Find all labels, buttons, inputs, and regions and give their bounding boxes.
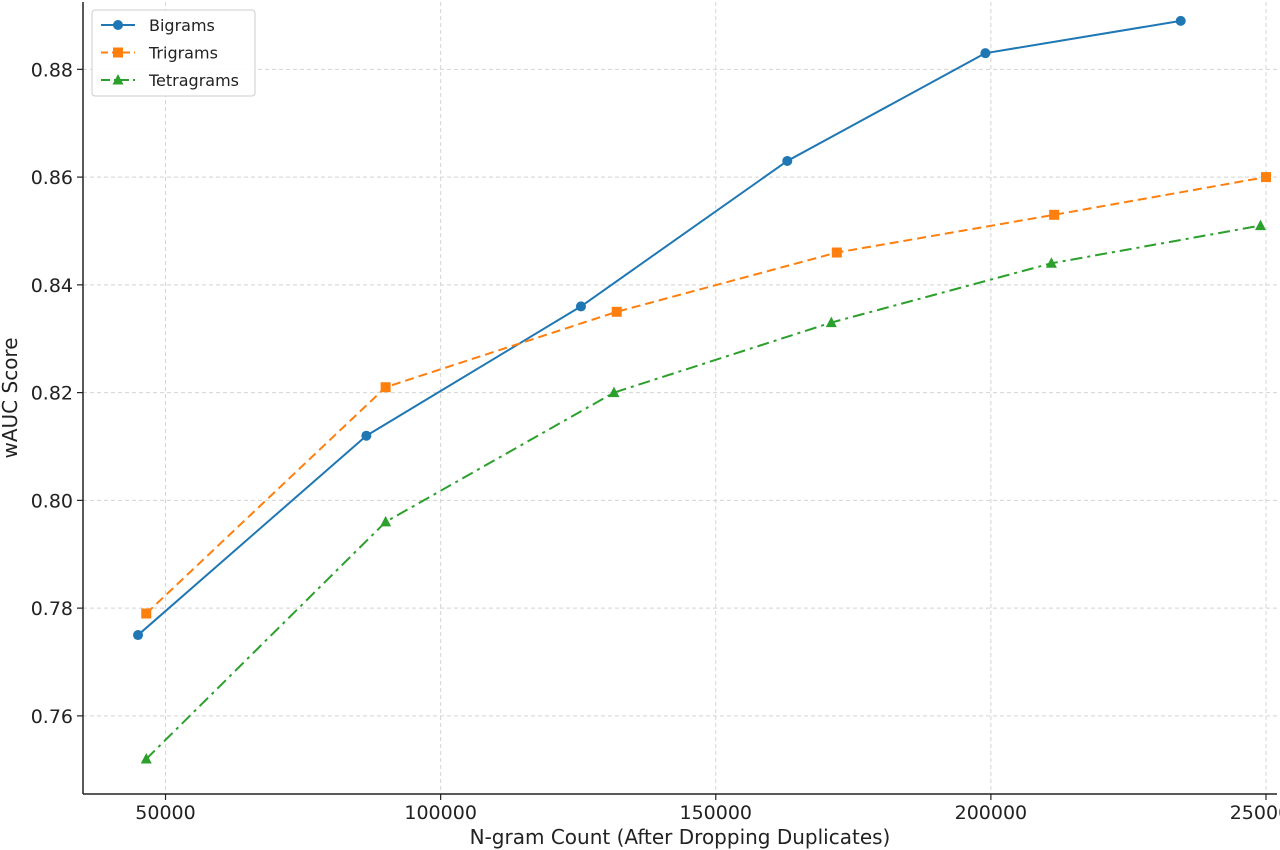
y-tick-label: 0.84 <box>31 275 73 297</box>
legend-label: Tetragrams <box>148 71 239 90</box>
axes-layer: 50000 100000 150000 200000 250000 0.76 0.78 0.8… <box>31 2 1280 824</box>
trigrams-point <box>380 382 391 393</box>
bigrams-line <box>137 19 1181 636</box>
bigrams-point <box>1175 15 1186 26</box>
y-tick-label: 0.88 <box>31 59 73 81</box>
tetragrams-point <box>825 316 837 328</box>
series-layer <box>133 15 1271 764</box>
bigrams-point <box>782 155 793 166</box>
x-tick-label: 150000 <box>679 802 752 824</box>
grid-layer <box>83 2 1277 794</box>
legend-box <box>91 9 256 97</box>
trigrams-point <box>141 608 152 619</box>
trigrams-line <box>145 176 1267 615</box>
series-tetragrams <box>140 219 1266 764</box>
trigrams-point <box>611 306 622 317</box>
x-axis-title: N-gram Count (After Dropping Duplicates) <box>470 825 891 849</box>
tetragrams-point <box>1045 257 1057 268</box>
series-bigrams <box>133 15 1186 641</box>
legend-label: Trigrams <box>148 44 218 63</box>
y-tick-label: 0.78 <box>31 598 73 620</box>
tetragrams-point <box>1254 219 1266 231</box>
tetragrams-point <box>608 386 620 398</box>
y-tick-label: 0.82 <box>31 383 73 405</box>
bigrams-point <box>133 630 144 641</box>
x-tick-label: 50000 <box>135 802 195 824</box>
tetragrams-point <box>140 752 152 764</box>
trigrams-point <box>1260 172 1271 183</box>
legend: Bigrams Trigrams Tetragrams <box>91 9 256 97</box>
y-axis-title: wAUC Score <box>0 337 22 458</box>
bigrams-point <box>980 48 991 59</box>
legend-item-tetragrams: Tetragrams <box>101 71 239 90</box>
tetragrams-line <box>145 224 1261 760</box>
y-tick-label: 0.80 <box>31 490 73 512</box>
tetragrams-point <box>380 515 392 527</box>
legend-label: Bigrams <box>149 16 215 35</box>
bigrams-point <box>361 430 372 441</box>
legend-item-bigrams: Bigrams <box>101 16 215 35</box>
trigrams-point <box>831 247 842 258</box>
legend-item-trigrams: Trigrams <box>101 44 218 63</box>
x-tick-label: 100000 <box>404 802 477 824</box>
y-tick-label: 0.76 <box>31 706 73 728</box>
series-trigrams <box>141 172 1271 619</box>
y-tick-label: 0.86 <box>31 167 73 189</box>
x-tick-label: 250000 <box>1230 802 1280 824</box>
bigrams-point <box>575 301 586 312</box>
legend-marker <box>113 47 123 58</box>
trigrams-point <box>1049 209 1060 220</box>
x-tick-label: 200000 <box>955 802 1028 824</box>
legend-marker <box>113 20 123 30</box>
legend-marker <box>112 74 124 85</box>
